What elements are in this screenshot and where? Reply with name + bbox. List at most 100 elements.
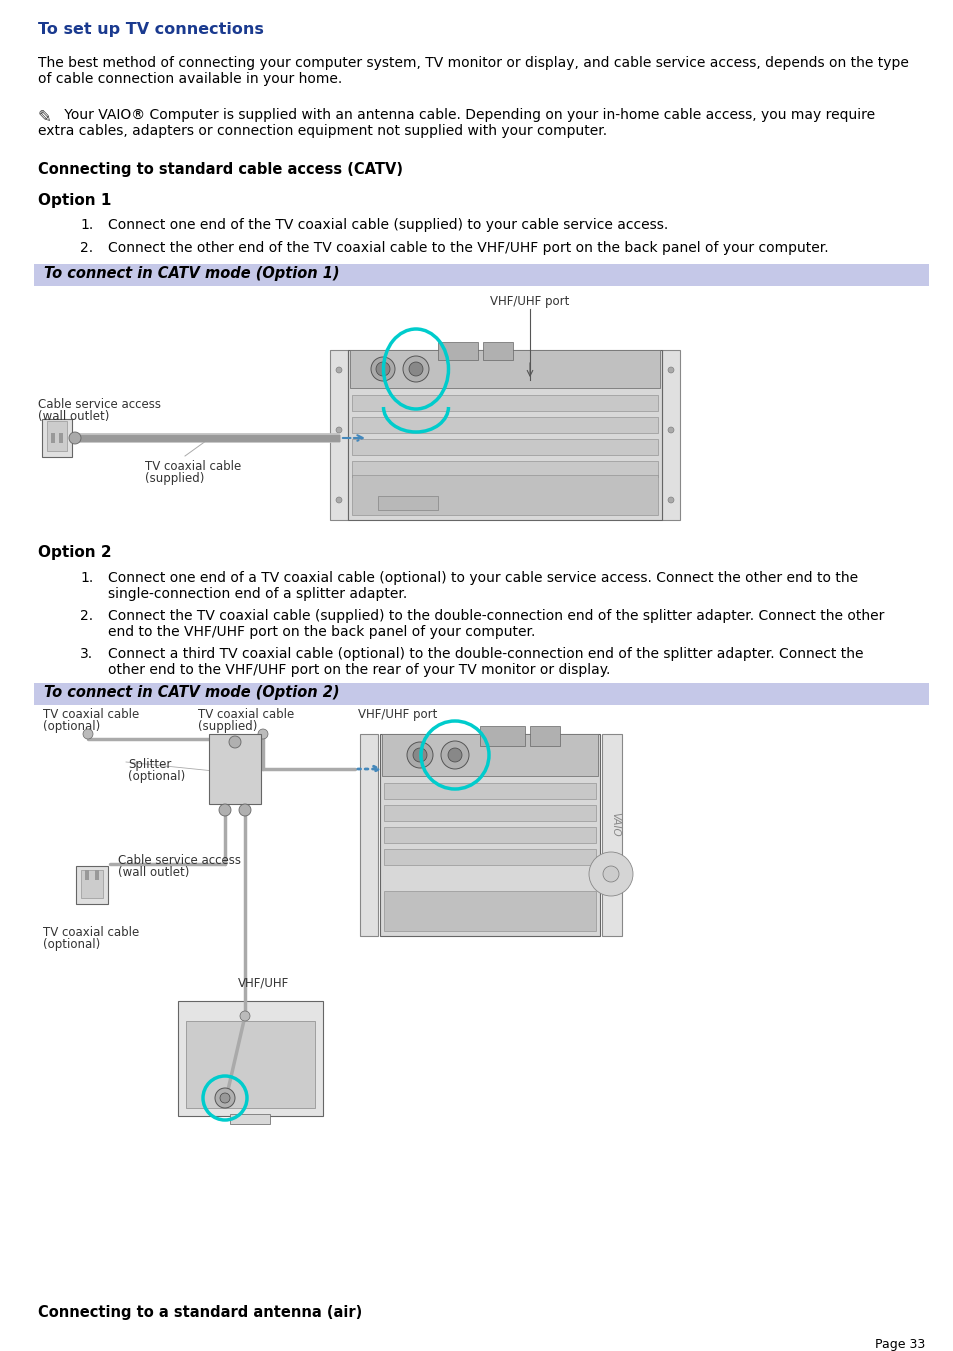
Text: Connecting to a standard antenna (air): Connecting to a standard antenna (air): [38, 1305, 362, 1320]
Bar: [379, 734, 599, 936]
Text: single-connection end of a splitter adapter.: single-connection end of a splitter adap…: [108, 586, 407, 601]
Bar: [437, 342, 477, 359]
Circle shape: [448, 748, 461, 762]
Bar: [350, 350, 659, 388]
Text: VAIO: VAIO: [609, 812, 619, 836]
Bar: [209, 734, 261, 804]
Bar: [359, 734, 377, 936]
Circle shape: [667, 427, 673, 434]
Bar: [34, 684, 928, 705]
Bar: [384, 848, 596, 865]
Text: Cable service access: Cable service access: [118, 854, 241, 867]
Bar: [384, 805, 596, 821]
Circle shape: [219, 804, 231, 816]
Text: (supplied): (supplied): [198, 720, 257, 734]
Text: 1.: 1.: [80, 218, 93, 232]
Text: (optional): (optional): [43, 720, 100, 734]
Bar: [34, 263, 928, 286]
Text: Option 2: Option 2: [38, 544, 112, 561]
Bar: [384, 784, 596, 798]
Text: extra cables, adapters or connection equipment not supplied with your computer.: extra cables, adapters or connection equ…: [38, 124, 606, 138]
Text: To set up TV connections: To set up TV connections: [38, 22, 264, 36]
Circle shape: [602, 866, 618, 882]
Text: Connect one end of the TV coaxial cable (supplied) to your cable service access.: Connect one end of the TV coaxial cable …: [108, 218, 667, 232]
Bar: [51, 434, 55, 443]
Text: TV coaxial cable: TV coaxial cable: [43, 925, 139, 939]
Bar: [352, 461, 658, 477]
Bar: [186, 1021, 314, 1108]
Bar: [330, 350, 348, 520]
Circle shape: [240, 1011, 250, 1021]
Text: VHF/UHF port: VHF/UHF port: [357, 708, 436, 721]
Circle shape: [229, 736, 241, 748]
Text: end to the VHF/UHF port on the back panel of your computer.: end to the VHF/UHF port on the back pane…: [108, 626, 535, 639]
Bar: [601, 734, 621, 936]
Circle shape: [588, 852, 633, 896]
Text: VHF/UHF port: VHF/UHF port: [490, 295, 569, 308]
Bar: [384, 892, 596, 931]
Circle shape: [402, 357, 429, 382]
Circle shape: [335, 497, 341, 503]
Text: The best method of connecting your computer system, TV monitor or display, and c: The best method of connecting your compu…: [38, 55, 908, 70]
Text: TV coaxial cable: TV coaxial cable: [43, 708, 139, 721]
Bar: [352, 394, 658, 411]
Bar: [348, 350, 661, 520]
Circle shape: [409, 362, 422, 376]
Text: (optional): (optional): [128, 770, 185, 784]
Bar: [352, 476, 658, 515]
Text: Connect the other end of the TV coaxial cable to the VHF/UHF port on the back pa: Connect the other end of the TV coaxial …: [108, 240, 828, 255]
Text: To connect in CATV mode (Option 1): To connect in CATV mode (Option 1): [44, 266, 339, 281]
Circle shape: [257, 730, 268, 739]
Circle shape: [413, 748, 427, 762]
Circle shape: [667, 497, 673, 503]
Bar: [85, 870, 89, 880]
Text: Splitter: Splitter: [128, 758, 172, 771]
Text: Connecting to standard cable access (CATV): Connecting to standard cable access (CAT…: [38, 162, 402, 177]
Text: To connect in CATV mode (Option 2): To connect in CATV mode (Option 2): [44, 685, 339, 700]
Text: of cable connection available in your home.: of cable connection available in your ho…: [38, 72, 342, 86]
Text: Connect one end of a TV coaxial cable (optional) to your cable service access. C: Connect one end of a TV coaxial cable (o…: [108, 571, 858, 585]
Circle shape: [371, 357, 395, 381]
Text: 2.: 2.: [80, 609, 93, 623]
Text: 2.: 2.: [80, 240, 93, 255]
Text: VHF/UHF: VHF/UHF: [237, 975, 289, 989]
Circle shape: [335, 367, 341, 373]
Text: 1.: 1.: [80, 571, 93, 585]
Bar: [352, 439, 658, 455]
Circle shape: [440, 740, 469, 769]
Text: (optional): (optional): [43, 938, 100, 951]
Text: Page 33: Page 33: [874, 1337, 924, 1351]
Text: TV coaxial cable: TV coaxial cable: [198, 708, 294, 721]
Text: (supplied): (supplied): [145, 471, 204, 485]
Circle shape: [220, 1093, 230, 1102]
Text: Your VAIO® Computer is supplied with an antenna cable. Depending on your in-home: Your VAIO® Computer is supplied with an …: [60, 108, 874, 122]
Bar: [381, 734, 598, 775]
Text: Cable service access: Cable service access: [38, 399, 161, 411]
Circle shape: [375, 362, 390, 376]
Text: ✎: ✎: [38, 108, 51, 126]
Bar: [530, 725, 559, 746]
Text: Connect the TV coaxial cable (supplied) to the double-connection end of the spli: Connect the TV coaxial cable (supplied) …: [108, 609, 883, 623]
Bar: [482, 342, 513, 359]
Circle shape: [667, 367, 673, 373]
Bar: [47, 422, 67, 451]
Text: TV coaxial cable: TV coaxial cable: [145, 459, 241, 473]
Bar: [42, 419, 71, 457]
Circle shape: [69, 432, 81, 444]
Text: Connect a third TV coaxial cable (optional) to the double-connection end of the : Connect a third TV coaxial cable (option…: [108, 647, 862, 661]
Text: 3.: 3.: [80, 647, 93, 661]
Bar: [230, 1115, 270, 1124]
Bar: [479, 725, 524, 746]
Bar: [81, 870, 103, 898]
Circle shape: [214, 1088, 234, 1108]
Circle shape: [335, 427, 341, 434]
Text: other end to the VHF/UHF port on the rear of your TV monitor or display.: other end to the VHF/UHF port on the rea…: [108, 663, 610, 677]
Circle shape: [239, 804, 251, 816]
Bar: [95, 870, 99, 880]
Text: (wall outlet): (wall outlet): [38, 409, 110, 423]
Bar: [661, 350, 679, 520]
Bar: [178, 1001, 323, 1116]
Bar: [384, 827, 596, 843]
Text: Option 1: Option 1: [38, 193, 112, 208]
Circle shape: [83, 730, 92, 739]
